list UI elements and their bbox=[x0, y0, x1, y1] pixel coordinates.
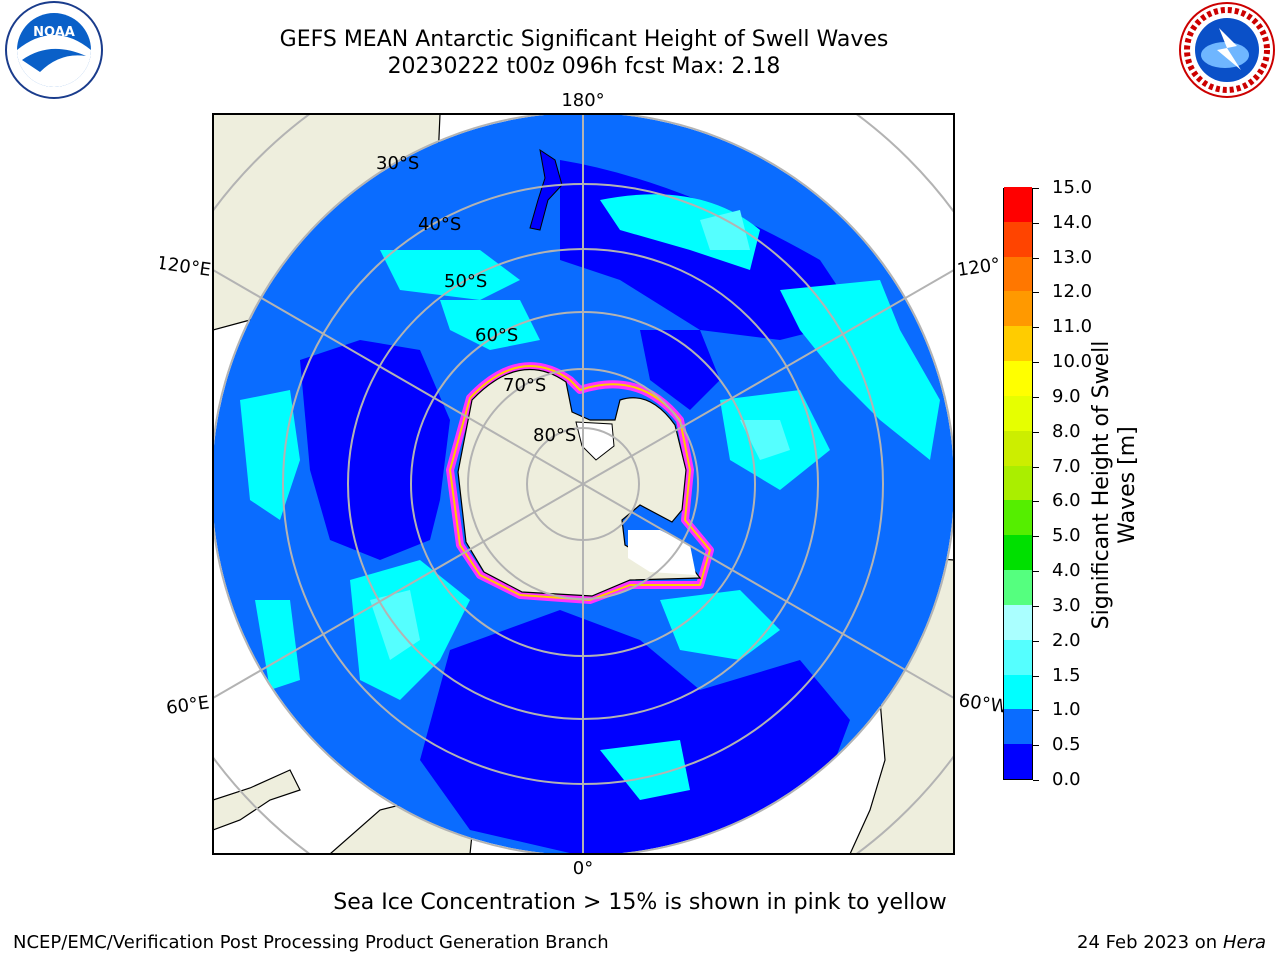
colorbar-tick-label: 0.5 bbox=[1052, 734, 1081, 755]
colorbar-tick bbox=[1033, 327, 1039, 328]
colorbar-tick-label: 11.0 bbox=[1052, 316, 1093, 337]
colorbar-segment bbox=[1004, 708, 1032, 745]
colorbar-tick-label: 10.0 bbox=[1052, 351, 1093, 372]
colorbar-segment bbox=[1004, 360, 1032, 396]
colorbar-tick bbox=[1033, 571, 1039, 572]
colorbar-tick-label: 1.5 bbox=[1052, 665, 1081, 686]
colorbar-tick-label: 15.0 bbox=[1052, 177, 1093, 198]
colorbar-segment bbox=[1004, 569, 1032, 605]
colorbar-tick-label: 1.0 bbox=[1052, 699, 1081, 720]
new-zealand-land bbox=[529, 148, 563, 231]
colorbar-tick bbox=[1033, 501, 1039, 502]
colorbar-segment bbox=[1004, 395, 1032, 431]
map-frame bbox=[212, 113, 955, 855]
colorbar-tick bbox=[1033, 536, 1039, 537]
swell-high-region bbox=[600, 194, 760, 270]
colorbar-tick-label: 2.0 bbox=[1052, 630, 1081, 651]
lon-label-60e: 60°E bbox=[165, 692, 211, 719]
footer-date: 24 Feb 2023 on Hera bbox=[1077, 932, 1266, 953]
lon-label-0: 0° bbox=[573, 858, 593, 879]
footer-host: Hera bbox=[1222, 932, 1266, 953]
colorbar-tick bbox=[1033, 397, 1039, 398]
polar-map: 30°S 40°S 50°S 60°S 70°S 80°S 180° 0° 12… bbox=[160, 90, 1010, 879]
noaa-logo: NOAA bbox=[5, 1, 103, 99]
colorbar-segment bbox=[1004, 325, 1032, 362]
colorbar-tick-label: 3.0 bbox=[1052, 595, 1081, 616]
lon-label-120e: 120°E bbox=[160, 253, 212, 281]
chart-subtitle: 20230222 t00z 096h fcst Max: 2.18 bbox=[387, 54, 781, 79]
colorbar-segment bbox=[1004, 674, 1032, 710]
colorbar-tick bbox=[1033, 362, 1039, 363]
weddell-ice bbox=[628, 530, 696, 575]
colorbar-tick-label: 8.0 bbox=[1052, 421, 1081, 442]
lat-label-70: 70°S bbox=[503, 375, 546, 396]
colorbar-tick-label: 6.0 bbox=[1052, 490, 1081, 511]
colorbar-tick bbox=[1033, 292, 1039, 293]
colorbar-tick-label: 7.0 bbox=[1052, 456, 1081, 477]
colorbar-tick bbox=[1033, 780, 1039, 781]
colorbar-tick-label: 14.0 bbox=[1052, 212, 1093, 233]
colorbar-segment bbox=[1004, 256, 1032, 292]
colorbar-tick bbox=[1033, 258, 1039, 259]
swell-high-region bbox=[740, 420, 790, 460]
lat-label-80: 80°S bbox=[533, 425, 576, 446]
colorbar-tick bbox=[1033, 223, 1039, 224]
longitude-gridlines bbox=[213, 114, 954, 854]
colorbar-tick-label: 4.0 bbox=[1052, 560, 1081, 581]
colorbar-title-line2: Waves [m] bbox=[1115, 426, 1140, 544]
colorbar-tick-label: 5.0 bbox=[1052, 525, 1081, 546]
nws-logo bbox=[1179, 2, 1275, 98]
swell-high-region bbox=[440, 300, 540, 350]
colorbar-segment bbox=[1004, 743, 1032, 779]
colorbar-tick-label: 13.0 bbox=[1052, 247, 1093, 268]
lat-label-40: 40°S bbox=[418, 214, 461, 235]
colorbar-segment bbox=[1004, 465, 1032, 501]
footer-date-text: 24 Feb 2023 on bbox=[1077, 932, 1218, 953]
colorbar-segment bbox=[1004, 499, 1032, 536]
swell-low-region bbox=[640, 330, 720, 410]
colorbar-tick-label: 12.0 bbox=[1052, 281, 1093, 302]
swell-high-region bbox=[240, 390, 300, 520]
colorbar-segment bbox=[1004, 639, 1032, 675]
lon-label-180: 180° bbox=[561, 90, 604, 111]
colorbar-segment bbox=[1004, 290, 1032, 327]
colorbar-title-line1: Significant Height of Swell bbox=[1089, 340, 1114, 630]
colorbar-tick bbox=[1033, 710, 1039, 711]
colorbar-tick bbox=[1033, 745, 1039, 746]
colorbar-tick bbox=[1033, 432, 1039, 433]
colorbar-segment bbox=[1004, 430, 1032, 466]
chart-title: GEFS MEAN Antarctic Significant Height o… bbox=[279, 27, 889, 52]
colorbar-tick-label: 9.0 bbox=[1052, 386, 1081, 407]
lat-label-30: 30°S bbox=[376, 153, 419, 174]
colorbar-title: Significant Height of Swell Waves [m] bbox=[1089, 341, 1141, 630]
colorbar-segment bbox=[1004, 221, 1032, 257]
footer-credit: NCEP/EMC/Verification Post Processing Pr… bbox=[13, 932, 609, 953]
swell-high-region bbox=[700, 210, 750, 250]
colorbar-tick bbox=[1033, 467, 1039, 468]
lat-label-60: 60°S bbox=[475, 325, 518, 346]
colorbar-segment bbox=[1004, 534, 1032, 571]
colorbar-segment bbox=[1004, 186, 1032, 222]
swell-high-region bbox=[380, 250, 520, 300]
colorbar-tick bbox=[1033, 606, 1039, 607]
swell-high-region bbox=[660, 590, 780, 660]
swell-high-region bbox=[600, 740, 690, 800]
lon-label-60w: 60°W bbox=[957, 690, 1009, 718]
colorbar-tick-label: 0.0 bbox=[1052, 769, 1081, 790]
lon-label-120w: 120° bbox=[956, 254, 1002, 281]
swell-low-region bbox=[420, 610, 850, 854]
colorbar-tick bbox=[1033, 676, 1039, 677]
lat-label-50: 50°S bbox=[444, 271, 487, 292]
colorbar-tick bbox=[1033, 188, 1039, 189]
noaa-logo-text: NOAA bbox=[33, 25, 75, 40]
colorbar-tick bbox=[1033, 641, 1039, 642]
colorbar bbox=[1003, 186, 1033, 780]
colorbar-segment bbox=[1004, 604, 1032, 640]
sea-ice-note: Sea Ice Concentration > 15% is shown in … bbox=[333, 890, 947, 915]
